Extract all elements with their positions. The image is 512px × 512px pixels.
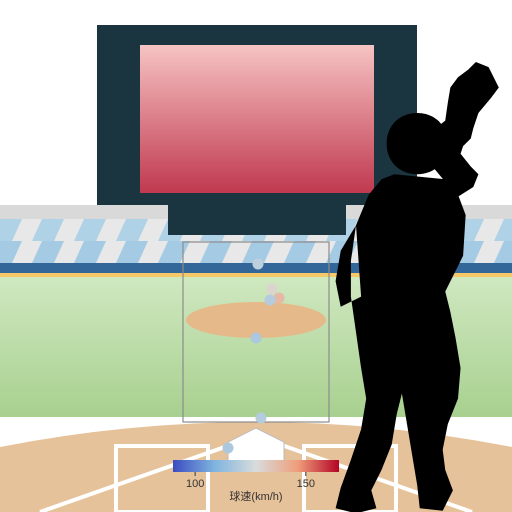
pitch-marker [267, 284, 278, 295]
colorbar [173, 460, 339, 472]
pitch-marker [251, 333, 262, 344]
colorbar-tick: 100 [186, 478, 204, 490]
pitch-marker [256, 413, 267, 424]
colorbar-label-text: 球速(km/h) [229, 489, 282, 503]
pitch-location-chart: 100 150 球速(km/h) [0, 0, 512, 512]
pitch-marker [223, 443, 234, 454]
pitch-marker [265, 295, 276, 306]
pitch-marker [253, 259, 264, 270]
colorbar-tick: 150 [297, 478, 315, 490]
